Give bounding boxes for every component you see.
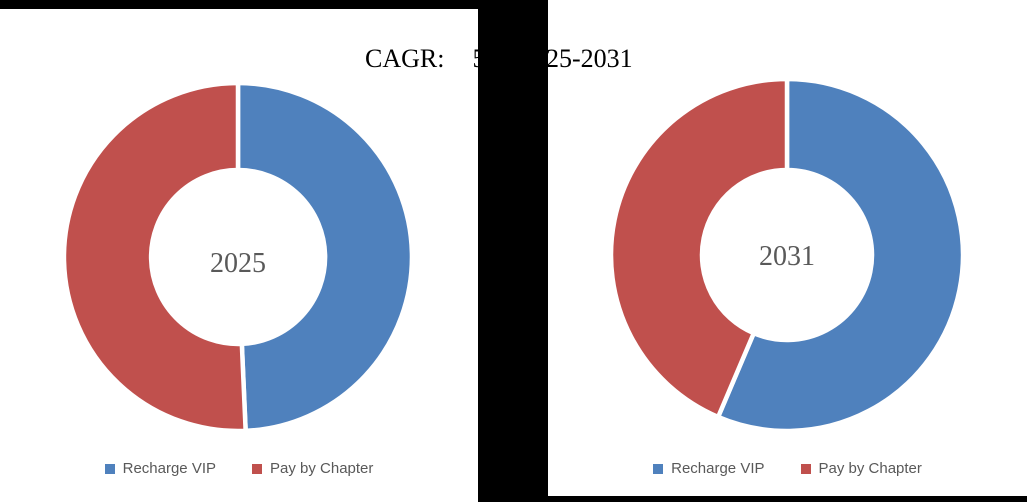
cagr-label: CAGR:	[365, 44, 445, 73]
donut-center-label-2031: 2031	[759, 241, 815, 272]
donut-slice-recharge-vip	[235, 80, 415, 434]
redaction-bar	[478, 0, 548, 502]
legend-swatch-recharge-vip	[653, 464, 664, 474]
donut-chart-2025	[61, 80, 415, 434]
donut-slice-recharge-vip	[715, 76, 966, 434]
legend-label-pay-by-chapter: Pay by Chapter	[270, 460, 374, 477]
legend-2025: Recharge VIP Pay by Chapter	[0, 459, 478, 479]
legend-2031: Recharge VIP Pay by Chapter	[548, 459, 1027, 479]
legend-label-recharge-vip: Recharge VIP	[671, 460, 765, 477]
donut-center-label-2025: 2025	[210, 248, 266, 279]
legend-label-recharge-vip: Recharge VIP	[122, 460, 216, 477]
legend-item-recharge-vip: Recharge VIP	[104, 460, 216, 478]
legend-swatch-pay-by-chapter	[252, 464, 262, 474]
donut-slice-pay-by-chapter	[608, 76, 790, 420]
legend-item-recharge-vip: Recharge VIP	[653, 460, 765, 478]
legend-item-pay-by-chapter: Pay by Chapter	[252, 460, 373, 478]
chart-title-right-fragment: 25-2031	[546, 44, 633, 73]
legend-swatch-pay-by-chapter	[800, 464, 811, 474]
chart-title-left-fragment: CAGR:5	[365, 44, 485, 74]
legend-label-pay-by-chapter: Pay by Chapter	[818, 460, 922, 477]
donut-slice-pay-by-chapter	[61, 80, 248, 434]
legend-item-pay-by-chapter: Pay by Chapter	[800, 460, 922, 478]
legend-swatch-recharge-vip	[104, 464, 115, 474]
donut-chart-2031	[608, 76, 966, 434]
